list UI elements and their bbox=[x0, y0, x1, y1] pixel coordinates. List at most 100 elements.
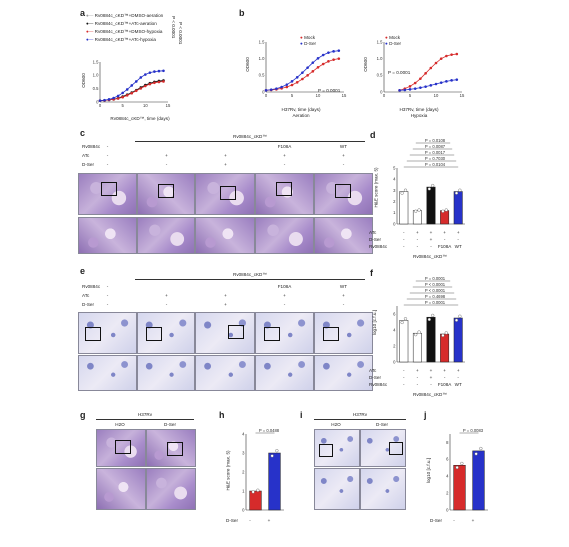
row-label: ATc bbox=[369, 230, 377, 235]
y-axis-label: log10 [c.f.u.] bbox=[426, 457, 432, 484]
col-label: H2O bbox=[331, 422, 341, 427]
panel-a-label: a bbox=[80, 8, 86, 18]
data-point bbox=[427, 187, 431, 191]
data-point bbox=[112, 96, 115, 100]
y-tick-label: 4 bbox=[393, 177, 396, 182]
y-tick-label: 0 bbox=[446, 507, 449, 512]
data-point bbox=[413, 87, 417, 90]
data-point bbox=[125, 88, 129, 91]
data-point bbox=[400, 320, 404, 325]
y-tick-label: 0 bbox=[262, 89, 265, 94]
data-point bbox=[134, 80, 138, 83]
ihc-image bbox=[78, 312, 137, 354]
col-label: D-Ser bbox=[376, 422, 388, 427]
pvalue: P < 0.0001 bbox=[425, 288, 446, 293]
x-axis-label: Rv0884c_cKD™, time (days) bbox=[110, 116, 170, 121]
histology-zoom-image bbox=[195, 217, 255, 254]
group-title: Rv0884c_cKD™ bbox=[233, 134, 267, 139]
data-point bbox=[264, 89, 268, 92]
data-point bbox=[444, 208, 448, 212]
condition-cell: - bbox=[416, 244, 419, 249]
condition-cell: + bbox=[224, 162, 227, 167]
data-point bbox=[139, 87, 143, 90]
data-point bbox=[431, 183, 435, 188]
data-point bbox=[408, 88, 412, 91]
x-axis-sublabel: Aeration bbox=[292, 113, 310, 118]
ihc-zoom-image bbox=[137, 355, 195, 391]
data-point bbox=[424, 85, 427, 88]
bar bbox=[440, 333, 450, 363]
data-point bbox=[98, 99, 102, 102]
panel-f-label: f bbox=[370, 268, 373, 278]
legend-entry: ● Mock bbox=[385, 35, 401, 40]
y-tick-label: 2 bbox=[393, 199, 396, 204]
data-point bbox=[429, 84, 433, 87]
data-point bbox=[107, 98, 111, 101]
condition-cell: + bbox=[165, 153, 168, 158]
panel-j-label: j bbox=[424, 410, 427, 420]
data-point bbox=[306, 74, 309, 77]
bar bbox=[440, 210, 450, 225]
x-tick-label: 10 bbox=[434, 93, 439, 98]
x-tick-label: 10 bbox=[316, 93, 321, 98]
x-tick-label: 0 bbox=[383, 93, 386, 98]
y-axis-label: OD600 bbox=[244, 57, 250, 72]
pvalue: P < 0.0001 bbox=[425, 282, 446, 287]
data-point bbox=[285, 85, 289, 89]
y-tick-label: 3 bbox=[242, 450, 245, 455]
row-label: ATc bbox=[82, 293, 90, 298]
histology-zoom-image bbox=[137, 217, 195, 254]
panel-g-label: g bbox=[80, 410, 86, 420]
histology-zoom-image bbox=[146, 468, 196, 510]
y-tick-label: 1.0 bbox=[259, 56, 265, 61]
data-point bbox=[121, 91, 124, 95]
condition-cell: + bbox=[443, 230, 446, 235]
data-point bbox=[441, 209, 445, 213]
condition-cell: + bbox=[165, 293, 168, 298]
growth-chart-a: 0 5 10 15 0 0.5 1.0 1.5 bbox=[93, 59, 171, 108]
panel-i-label: i bbox=[300, 410, 303, 420]
condition-cell: + bbox=[283, 293, 286, 298]
data-point bbox=[455, 465, 459, 470]
y-tick-label: 6 bbox=[446, 457, 449, 462]
pvalue: P = 0.0104 bbox=[425, 162, 446, 167]
condition-cell: F108A bbox=[277, 144, 292, 149]
y-axis-label: OD600 bbox=[362, 57, 368, 72]
condition-cell: - bbox=[416, 375, 419, 380]
condition-cell: - bbox=[443, 375, 446, 380]
condition-cell: - bbox=[457, 375, 459, 380]
data-point bbox=[419, 77, 422, 80]
condition-cell: - bbox=[403, 237, 405, 242]
y-tick-label: 0.5 bbox=[93, 86, 99, 91]
group-footer: Rv0884c_cKD™ bbox=[413, 254, 447, 259]
pvalue: P = 0.0488 bbox=[259, 428, 280, 433]
data-point bbox=[157, 80, 161, 84]
condition-cell: - bbox=[165, 162, 168, 167]
ihc-zoom-image bbox=[195, 355, 255, 391]
data-point bbox=[162, 69, 165, 73]
group-title: H37Rv bbox=[137, 412, 153, 417]
condition-cell: - bbox=[430, 244, 432, 249]
series-line bbox=[265, 58, 339, 91]
panel-h-label: h bbox=[219, 410, 225, 420]
col-label: + bbox=[471, 518, 475, 523]
x-tick-label: 0 bbox=[265, 93, 268, 98]
bar-chart-h: 0 1 2 3 4 P = 0.0488 bbox=[242, 428, 284, 512]
condition-cell: + bbox=[429, 368, 433, 373]
row-label: ATc bbox=[369, 368, 377, 373]
row-label: D-Ser bbox=[369, 375, 381, 380]
condition-cell: F108A bbox=[437, 382, 452, 387]
group-footer: Rv0884c_cKD™ bbox=[413, 392, 447, 397]
y-tick-label: 5 bbox=[393, 165, 396, 170]
condition-cell: WT bbox=[454, 244, 462, 249]
condition-cell: - bbox=[342, 302, 345, 307]
condition-cell: - bbox=[106, 153, 109, 158]
condition-cell: - bbox=[403, 382, 405, 387]
data-point bbox=[408, 85, 412, 88]
data-point bbox=[144, 84, 147, 88]
bar bbox=[268, 452, 281, 511]
data-point bbox=[479, 446, 483, 451]
data-point bbox=[295, 76, 299, 79]
x-tick-label: 10 bbox=[143, 103, 148, 108]
